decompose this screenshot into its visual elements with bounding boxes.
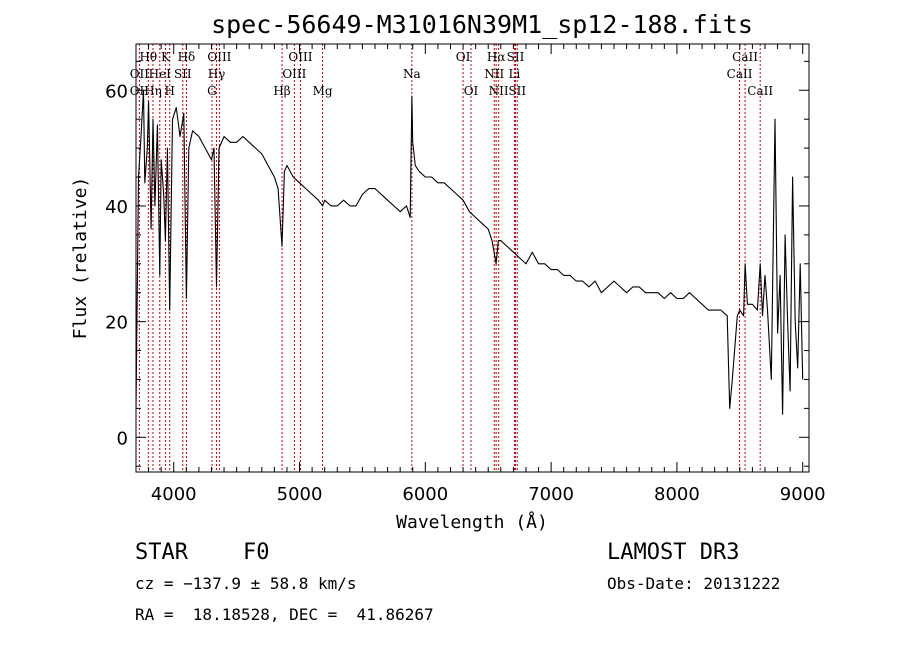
x-tick-label: 6000 bbox=[402, 484, 448, 505]
x-axis: 4000 5000 6000 7000 8000 9000 bbox=[135, 44, 826, 505]
spectral-line-label: NII bbox=[489, 84, 509, 98]
spectral-line-label: OI bbox=[464, 84, 479, 98]
spectral-line-label: CaII bbox=[732, 50, 758, 64]
object-subclass: F0 bbox=[243, 540, 270, 565]
spectrum-line bbox=[135, 89, 804, 415]
spectral-line-label: SII bbox=[508, 84, 526, 98]
line-markers bbox=[138, 44, 761, 472]
spectral-line-label: HeI bbox=[149, 67, 172, 81]
x-tick-label: 8000 bbox=[654, 484, 700, 505]
y-axis: 0 20 40 60 bbox=[105, 60, 809, 467]
object-class: STAR bbox=[135, 540, 188, 565]
spectral-line-label: OIII bbox=[288, 50, 312, 64]
spectral-line-label: OIII bbox=[207, 50, 231, 64]
chart-title: spec-56649-M31016N39M1_sp12-188.fits bbox=[211, 10, 753, 39]
x-tick-label: 9000 bbox=[780, 484, 826, 505]
spectral-line-label: Hβ bbox=[273, 84, 290, 98]
y-axis-label: Flux (relative) bbox=[70, 177, 91, 340]
spectral-line-label: Hα bbox=[487, 50, 506, 64]
survey-name: LAMOST DR3 bbox=[607, 540, 740, 565]
redshift-velocity: cz = −137.9 ± 58.8 km/s bbox=[135, 574, 357, 593]
spectral-line-label: K bbox=[161, 50, 171, 64]
spectral-line-label: Hθ bbox=[139, 50, 157, 64]
y-tick-label: 20 bbox=[105, 313, 128, 334]
spectral-line-label: Na bbox=[403, 67, 421, 81]
spectral-line-label: CaII bbox=[747, 84, 773, 98]
spectral-line-label: Hδ bbox=[178, 50, 196, 64]
y-tick-label: 40 bbox=[105, 197, 128, 218]
spectral-line-label: Hγ bbox=[208, 67, 226, 81]
x-tick-label: 5000 bbox=[277, 484, 323, 505]
sky-coordinates: RA = 18.18528, DEC = 41.86267 bbox=[135, 605, 434, 624]
observation-date: Obs-Date: 20131222 bbox=[607, 574, 781, 593]
x-axis-label: Wavelength (Å) bbox=[396, 511, 548, 533]
spectral-line-label: G bbox=[207, 84, 217, 98]
plot-frame bbox=[135, 43, 810, 473]
y-tick-label: 0 bbox=[117, 428, 128, 449]
spectral-line-label: Hη bbox=[144, 84, 162, 98]
spectral-line-label: H bbox=[164, 84, 174, 98]
x-tick-label: 7000 bbox=[528, 484, 574, 505]
x-tick-label: 4000 bbox=[151, 484, 197, 505]
spectral-line-label: OII bbox=[130, 67, 150, 81]
spectral-line-label: OII bbox=[130, 84, 150, 98]
y-tick-label: 60 bbox=[105, 81, 128, 102]
spectral-line-label: Mg bbox=[313, 84, 333, 98]
spectral-line-label: SII bbox=[174, 67, 192, 81]
spectral-line-label: OIII bbox=[282, 67, 306, 81]
spectral-line-label: OI bbox=[456, 50, 471, 64]
spectral-line-label: NII bbox=[484, 67, 504, 81]
spectral-line-label: CaII bbox=[727, 67, 753, 81]
spectral-line-label: Li bbox=[508, 67, 520, 81]
spectral-line-label: SII bbox=[507, 50, 525, 64]
